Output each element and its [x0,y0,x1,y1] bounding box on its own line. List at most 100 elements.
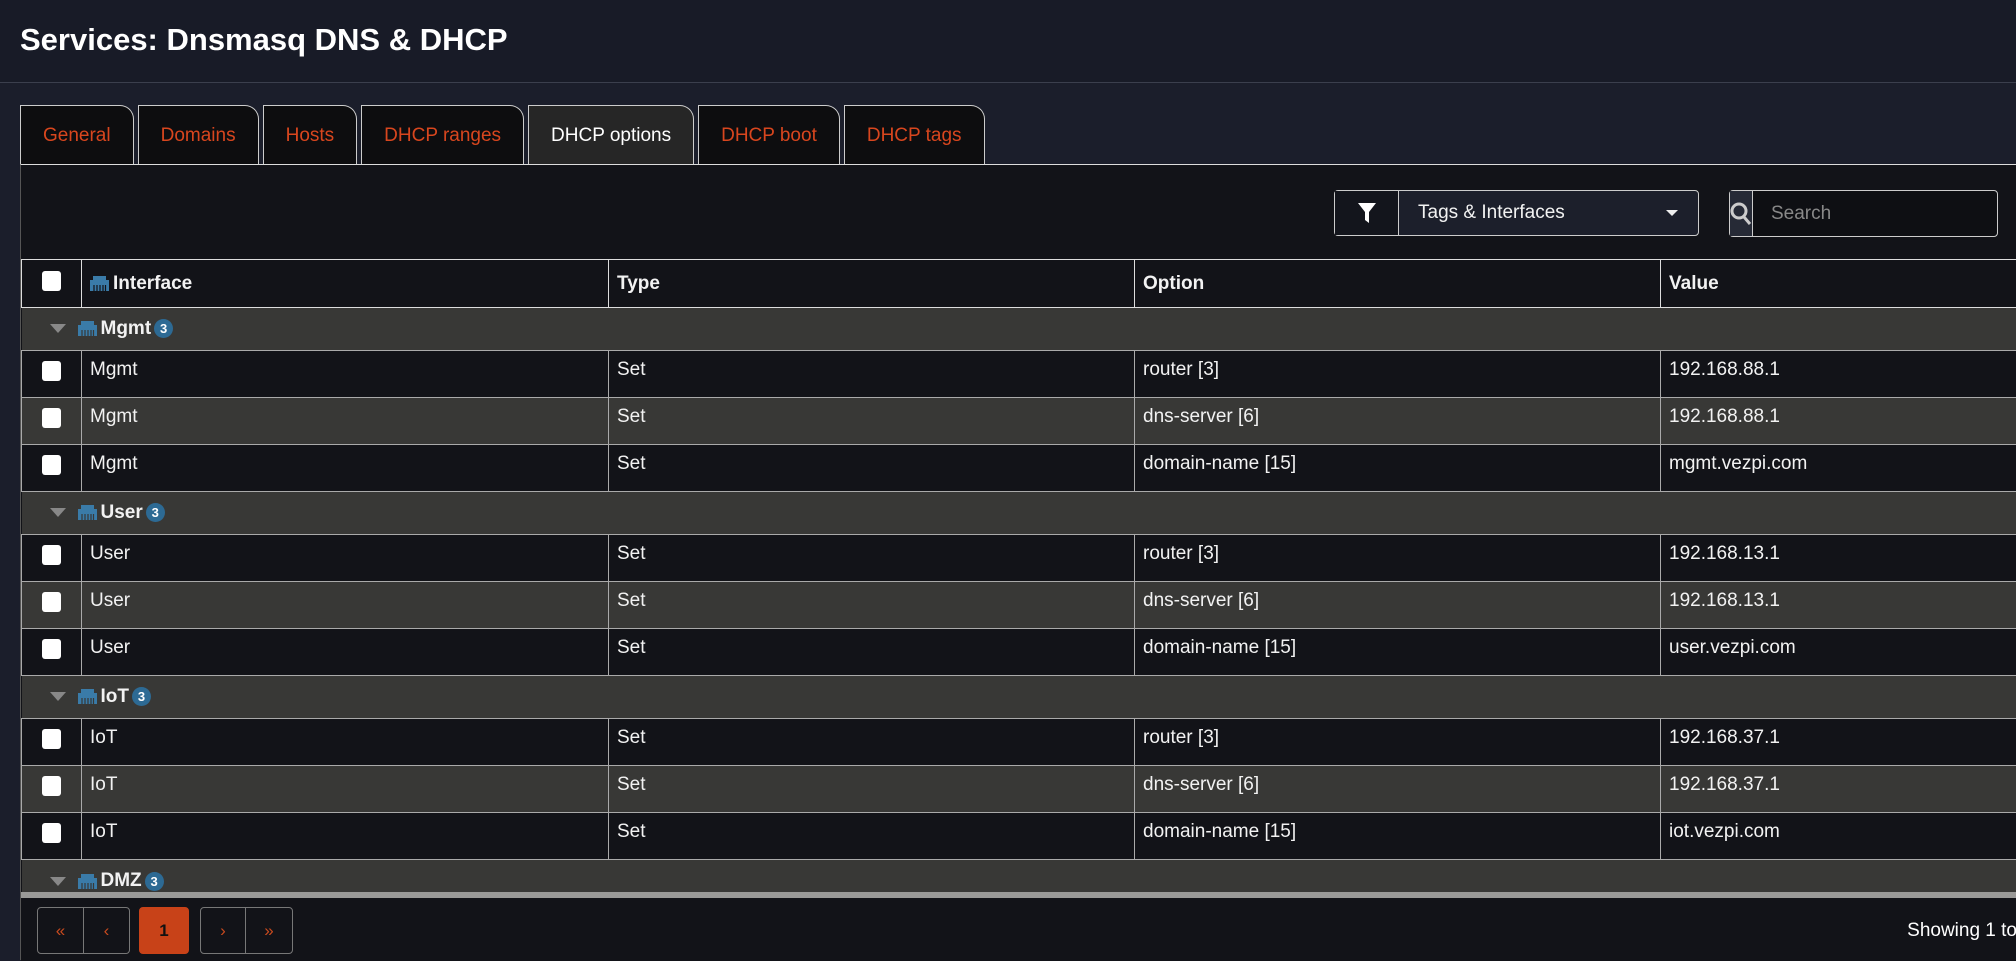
row-checkbox[interactable] [22,351,82,398]
cell-value: 192.168.37.1 [1661,766,2016,813]
cell-interface: IoT [82,719,609,766]
tab-dhcp-tags[interactable]: DHCP tags [844,105,985,166]
cell-interface: IoT [82,813,609,860]
tab-domains[interactable]: Domains [138,105,259,166]
row-checkbox[interactable] [22,813,82,860]
cell-option: router [3] [1135,535,1661,582]
tab-dhcp-boot[interactable]: DHCP boot [698,105,840,166]
cell-type: Set [609,398,1135,445]
filter-icon [1335,191,1399,235]
column-header-interface[interactable]: Interface [82,260,609,308]
cell-option: router [3] [1135,351,1661,398]
group-name: DMZ [101,870,142,891]
count-badge: 3 [154,319,173,338]
cell-value: mgmt.vezpi.com [1661,445,2016,492]
cell-option: dns-server [6] [1135,582,1661,629]
cell-interface: User [82,629,609,676]
showing-info: Showing 1 to [1907,920,2016,942]
cell-value: 192.168.88.1 [1661,351,2016,398]
cell-option: domain-name [15] [1135,629,1661,676]
cell-type: Set [609,582,1135,629]
pagination: « ‹ 1 › » Showing 1 to [21,898,2016,961]
row-checkbox[interactable] [22,719,82,766]
ethernet-icon [78,689,97,704]
cell-interface: IoT [82,766,609,813]
cell-type: Set [609,813,1135,860]
cell-option: domain-name [15] [1135,445,1661,492]
last-page-button[interactable]: » [245,907,293,954]
row-checkbox[interactable] [22,582,82,629]
chevron-down-icon [1666,210,1678,216]
page-title: Services: Dnsmasq DNS & DHCP [20,22,508,58]
page-header: Services: Dnsmasq DNS & DHCP [0,0,2016,83]
column-header-type[interactable]: Type [609,260,1135,308]
collapse-triangle-icon[interactable] [50,692,66,701]
ethernet-icon [78,321,97,336]
ethernet-icon [90,276,109,291]
column-header-option[interactable]: Option [1135,260,1661,308]
search-box [1729,190,1998,237]
cell-type: Set [609,445,1135,492]
row-checkbox[interactable] [22,629,82,676]
table-header-row: Interface Type Option Value [22,260,2016,308]
search-icon[interactable] [1730,191,1753,236]
cell-interface: Mgmt [82,445,609,492]
row-checkbox[interactable] [22,398,82,445]
content-panel: Tags & Interfaces Interface Type Option … [20,164,2016,960]
cell-type: Set [609,719,1135,766]
cell-value: 192.168.88.1 [1661,398,2016,445]
cell-option: router [3] [1135,719,1661,766]
collapse-triangle-icon[interactable] [50,877,66,886]
cell-interface: Mgmt [82,398,609,445]
prev-page-button[interactable]: ‹ [83,907,130,954]
count-badge: 3 [132,687,151,706]
search-input[interactable] [1753,191,2016,236]
cell-value: 192.168.13.1 [1661,582,2016,629]
page-1-button[interactable]: 1 [139,907,189,954]
cell-option: dns-server [6] [1135,766,1661,813]
filter-select-label: Tags & Interfaces [1399,191,1666,235]
cell-value: user.vezpi.com [1661,629,2016,676]
tag-interface-filter[interactable]: Tags & Interfaces [1334,190,1699,236]
collapse-triangle-icon[interactable] [50,508,66,517]
row-checkbox[interactable] [22,766,82,813]
row-checkbox[interactable] [22,445,82,492]
collapse-triangle-icon[interactable] [50,324,66,333]
select-all-checkbox[interactable] [22,260,82,308]
column-header-value[interactable]: Value [1661,260,2016,308]
cell-type: Set [609,629,1135,676]
cell-type: Set [609,766,1135,813]
cell-interface: User [82,582,609,629]
ethernet-icon [78,505,97,520]
tab-dhcp-options[interactable]: DHCP options [528,105,694,166]
cell-type: Set [609,535,1135,582]
first-page-button[interactable]: « [37,907,84,954]
tab-dhcp-ranges[interactable]: DHCP ranges [361,105,524,166]
row-checkbox[interactable] [22,535,82,582]
next-page-button[interactable]: › [200,907,246,954]
cell-value: 192.168.13.1 [1661,535,2016,582]
cell-interface: User [82,535,609,582]
cell-value: iot.vezpi.com [1661,813,2016,860]
tab-general[interactable]: General [20,105,134,166]
group-name: IoT [101,686,130,707]
tab-hosts[interactable]: Hosts [263,105,358,166]
count-badge: 3 [145,872,164,891]
